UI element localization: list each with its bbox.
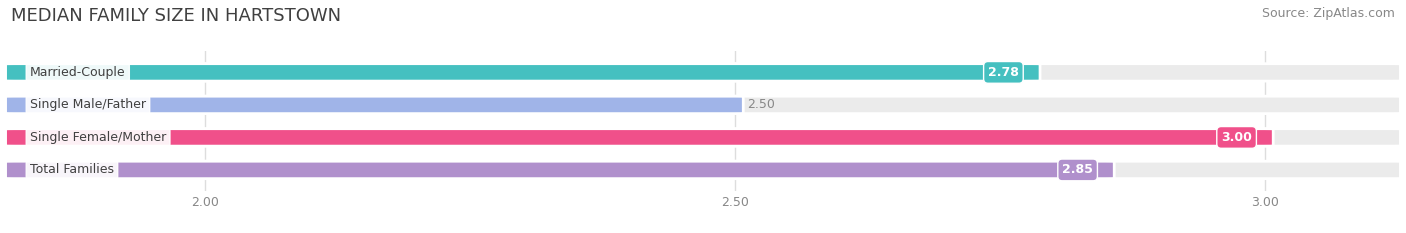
Text: 2.78: 2.78 [988,66,1019,79]
Text: Married-Couple: Married-Couple [30,66,125,79]
FancyBboxPatch shape [6,64,1400,81]
Text: 3.00: 3.00 [1222,131,1251,144]
FancyBboxPatch shape [6,64,1040,81]
FancyBboxPatch shape [6,129,1274,146]
Text: MEDIAN FAMILY SIZE IN HARTSTOWN: MEDIAN FAMILY SIZE IN HARTSTOWN [11,7,342,25]
Text: Source: ZipAtlas.com: Source: ZipAtlas.com [1261,7,1395,20]
FancyBboxPatch shape [6,96,744,114]
Text: Total Families: Total Families [30,163,114,176]
FancyBboxPatch shape [6,161,1400,179]
Text: 2.85: 2.85 [1062,163,1092,176]
FancyBboxPatch shape [6,161,1114,179]
Text: Single Female/Mother: Single Female/Mother [30,131,166,144]
Text: Single Male/Father: Single Male/Father [30,98,146,111]
Text: 2.50: 2.50 [748,98,775,111]
FancyBboxPatch shape [6,96,1400,114]
FancyBboxPatch shape [6,129,1400,146]
